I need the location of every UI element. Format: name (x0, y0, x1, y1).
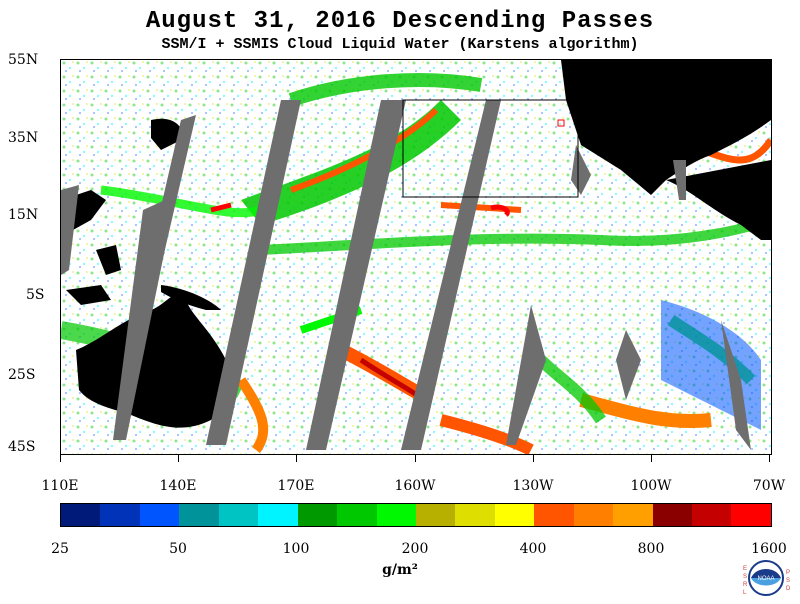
cloud-liquid-water-map (60, 59, 772, 455)
lon-label-100w: 100W (630, 478, 672, 494)
colorbar-segment-14 (613, 504, 653, 526)
north-america (561, 60, 771, 195)
lat-label-35n: 35N (8, 130, 39, 146)
map-title: August 31, 2016 Descending Passes (145, 8, 655, 35)
lat-label-15n: 15N (8, 207, 39, 223)
philippines (96, 245, 121, 275)
region-box (402, 99, 579, 198)
svg-text:R: R (743, 582, 748, 588)
colorbar-label-25: 25 (51, 541, 69, 557)
lat-label-55n: 55N (8, 52, 39, 68)
colorbar-label-1600: 1600 (751, 541, 787, 557)
svg-text:D: D (786, 586, 791, 592)
svg-text:E: E (743, 566, 747, 572)
colorbar-segment-8 (376, 504, 416, 526)
svg-text:P: P (786, 570, 790, 576)
colorbar-segment-9 (415, 504, 456, 526)
lat-label-5s: 5S (26, 287, 45, 303)
lon-label-70w: 70W (752, 478, 786, 494)
colorbar-segment-7 (337, 504, 377, 526)
central-america (666, 160, 771, 240)
colorbar-segment-17 (731, 504, 771, 526)
svg-text:S: S (786, 578, 790, 584)
colorbar-segment-4 (218, 504, 259, 526)
colorbar-label-800: 800 (637, 541, 665, 557)
indonesia (66, 285, 111, 305)
svg-text:L: L (743, 590, 747, 596)
colorbar-segment-6 (297, 504, 338, 526)
units-label: g/m² (382, 562, 418, 578)
australia (76, 294, 231, 428)
colorbar-segment-3 (179, 504, 219, 526)
colorbar (60, 503, 772, 527)
colorbar-segment-16 (692, 504, 732, 526)
colorbar-segment-1 (100, 504, 140, 526)
japan-area (151, 118, 182, 150)
red-marker (557, 119, 565, 127)
svg-text:NOAA: NOAA (757, 576, 774, 582)
colorbar-segment-15 (652, 504, 692, 526)
colorbar-label-200: 200 (401, 541, 429, 557)
swath-gaps (61, 100, 751, 450)
lon-label-170e: 170E (277, 478, 315, 494)
colorbar-label-50: 50 (169, 541, 187, 557)
lon-label-160w: 160W (394, 478, 436, 494)
colorbar-segment-11 (494, 504, 535, 526)
colorbar-label-100: 100 (282, 541, 310, 557)
new-guinea (161, 285, 221, 310)
lon-label-140e: 140E (159, 478, 197, 494)
lat-label-25s: 25S (8, 367, 36, 383)
colorbar-segment-10 (455, 504, 495, 526)
colorbar-segment-2 (139, 504, 180, 526)
land-masses (61, 60, 771, 428)
map-canvas (61, 60, 771, 454)
map-subtitle: SSM/I + SSMIS Cloud Liquid Water (Karste… (161, 36, 639, 53)
colorbar-label-400: 400 (519, 541, 547, 557)
colorbar-segment-12 (534, 504, 574, 526)
colorbar-segment-0 (61, 504, 101, 526)
svg-text:S: S (743, 574, 747, 580)
lat-label-45s: 45S (8, 439, 36, 455)
noaa-logo: NOAA E S R L P S D (738, 556, 794, 600)
lon-label-110e: 110E (41, 478, 79, 494)
colorbar-segment-13 (573, 504, 614, 526)
colorbar-segment-5 (258, 504, 298, 526)
lon-label-130w: 130W (512, 478, 554, 494)
